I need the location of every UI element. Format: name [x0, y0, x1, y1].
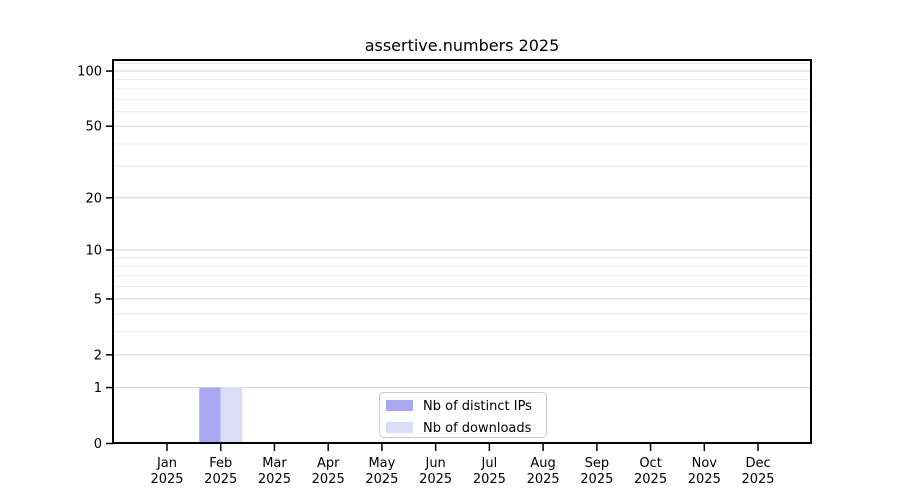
x-tick-label-year-dec: 2025: [741, 472, 774, 487]
x-tick-label-month-nov: Nov: [692, 456, 718, 471]
y-tick-label-5: 5: [94, 292, 102, 307]
x-tick-label-month-mar: Mar: [262, 456, 287, 471]
x-tick-label-year-apr: 2025: [312, 472, 345, 487]
chart-title: assertive.numbers 2025: [364, 36, 560, 55]
x-tick-label-month-apr: Apr: [317, 456, 340, 471]
legend: Nb of distinct IPs Nb of downloads: [379, 392, 547, 438]
x-tick-label-month-oct: Oct: [639, 456, 661, 471]
x-tick-label-month-aug: Aug: [530, 456, 555, 471]
x-tick-label-month-may: May: [368, 456, 395, 471]
x-tick-label-month-sep: Sep: [585, 456, 610, 471]
legend-box: [379, 392, 547, 438]
y-tick-label-1: 1: [94, 381, 102, 396]
x-tick-label-year-aug: 2025: [527, 472, 560, 487]
y-tick-label-2: 2: [94, 348, 102, 363]
x-tick-label-month-dec: Dec: [745, 456, 770, 471]
x-tick-label-year-jan: 2025: [150, 472, 183, 487]
x-tick-label-month-jan: Jan: [156, 456, 177, 471]
legend-label-nb-of-downloads: Nb of downloads: [423, 421, 532, 436]
y-tick-label-20: 20: [85, 191, 102, 206]
x-tick-label-year-oct: 2025: [634, 472, 667, 487]
plot-border: [112, 59, 812, 444]
x-tick-label-month-feb: Feb: [209, 456, 232, 471]
x-tick-label-year-jun: 2025: [419, 472, 452, 487]
y-tick-label-100: 100: [77, 65, 102, 80]
x-tick-label-year-jul: 2025: [473, 472, 506, 487]
y-tick-label-10: 10: [85, 243, 102, 258]
legend-label-nb-of-distinct-ips: Nb of distinct IPs: [423, 399, 532, 414]
bar-nb-of-distinct-ips-feb: [199, 387, 221, 444]
x-tick-label-year-nov: 2025: [688, 472, 721, 487]
x-tick-label-year-feb: 2025: [204, 472, 237, 487]
x-tick-label-year-may: 2025: [365, 472, 398, 487]
x-tick-label-month-jul: Jul: [481, 456, 498, 471]
legend-swatch-nb-of-distinct-ips: [386, 400, 413, 411]
legend-swatch-nb-of-downloads: [386, 422, 413, 433]
y-tick-label-50: 50: [85, 120, 102, 135]
y-tick-label-0: 0: [94, 437, 102, 452]
x-tick-label-year-mar: 2025: [258, 472, 291, 487]
x-tick-label-year-sep: 2025: [580, 472, 613, 487]
x-tick-label-month-jun: Jun: [424, 456, 445, 471]
bar-nb-of-downloads-feb: [220, 387, 243, 444]
